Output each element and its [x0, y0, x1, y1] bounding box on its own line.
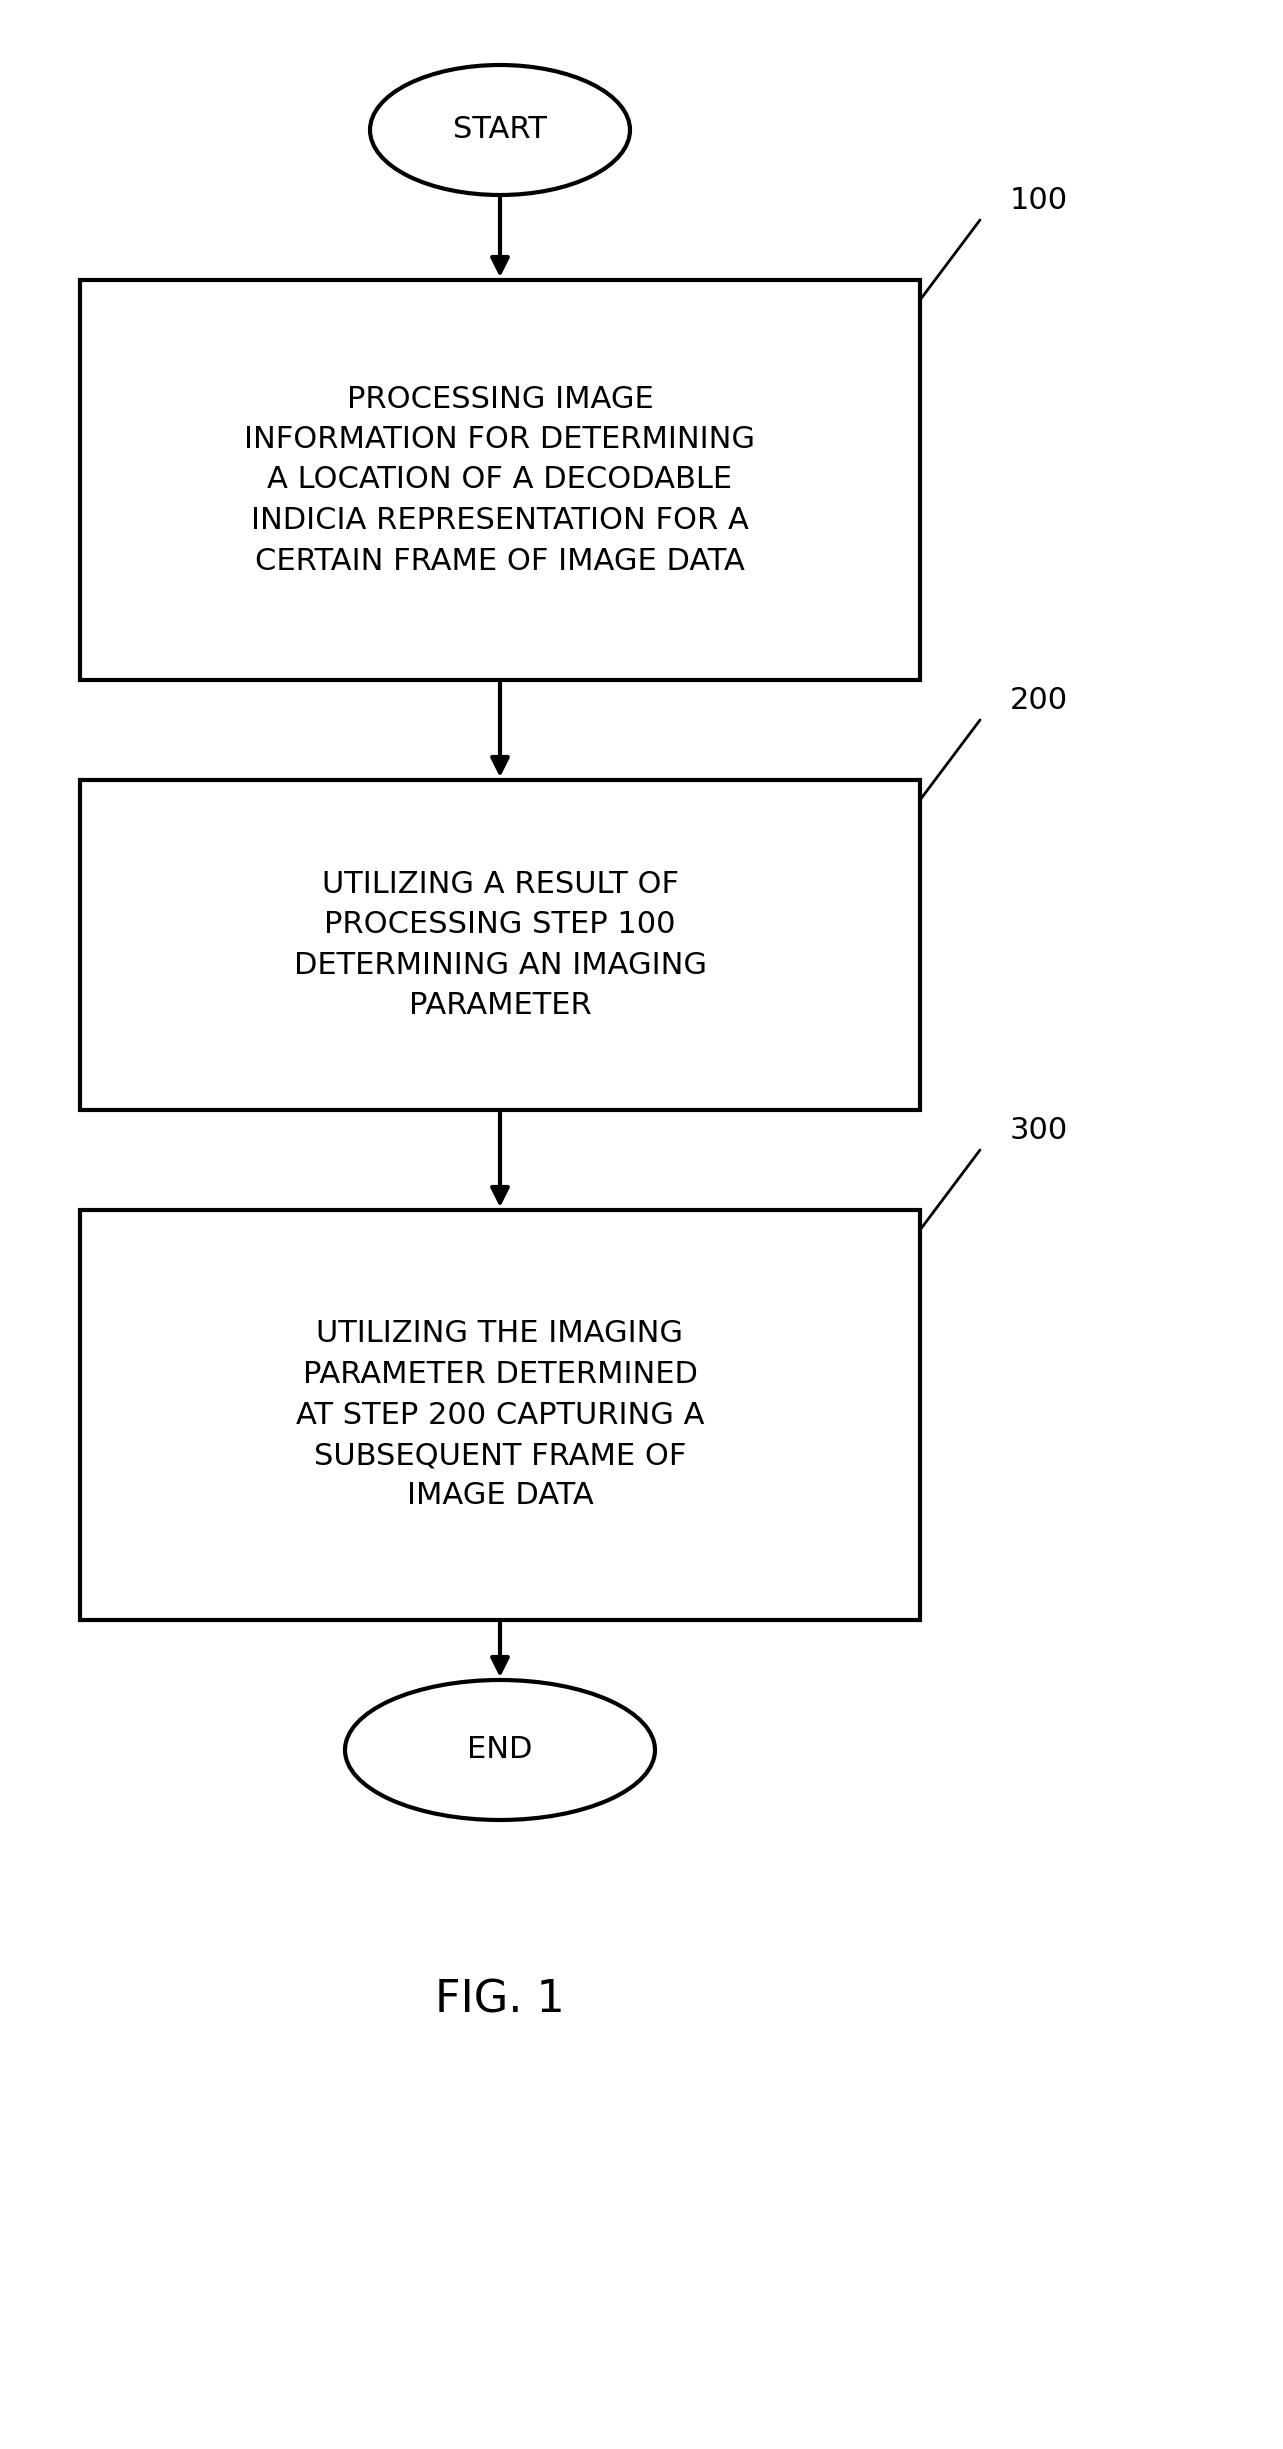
Text: 300: 300: [1010, 1117, 1069, 1146]
Bar: [80, 779, 920, 1109]
Ellipse shape: [370, 66, 630, 196]
Bar: [80, 1210, 920, 1619]
Text: PROCESSING IMAGE
INFORMATION FOR DETERMINING
A LOCATION OF A DECODABLE
INDICIA R: PROCESSING IMAGE INFORMATION FOR DETERMI…: [245, 384, 756, 576]
Bar: [80, 279, 920, 681]
Text: START: START: [453, 115, 547, 144]
Text: 200: 200: [1010, 686, 1069, 715]
Text: 100: 100: [1010, 186, 1069, 216]
Text: END: END: [467, 1736, 532, 1763]
Text: UTILIZING THE IMAGING
PARAMETER DETERMINED
AT STEP 200 CAPTURING A
SUBSEQUENT FR: UTILIZING THE IMAGING PARAMETER DETERMIN…: [296, 1320, 704, 1511]
Ellipse shape: [345, 1680, 656, 1820]
Text: UTILIZING A RESULT OF
PROCESSING STEP 100
DETERMINING AN IMAGING
PARAMETER: UTILIZING A RESULT OF PROCESSING STEP 10…: [294, 869, 707, 1021]
Text: FIG. 1: FIG. 1: [435, 1979, 565, 2020]
